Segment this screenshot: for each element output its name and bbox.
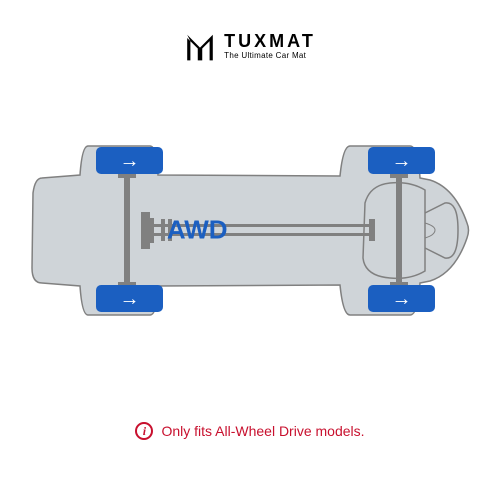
drivetrain-label: AWD [167,215,228,246]
info-icon: i [135,422,153,440]
front-right-wheel: → [96,285,163,312]
front-left-wheel: → [96,147,163,174]
front-axle-end-top [118,174,136,178]
rear-axle [396,174,402,286]
drivetrain-diagram: → → → → AWD [30,125,470,335]
front-axle [124,174,130,286]
coupling-1 [161,219,165,241]
front-diff-top [150,218,154,243]
rear-left-wheel: → [368,147,435,174]
notice-text: Only fits All-Wheel Drive models. [161,423,364,439]
rear-right-wheel: → [368,285,435,312]
rear-diff [369,219,375,241]
brand-tagline: The Ultimate Car Mat [224,52,316,60]
transfer-case [141,212,150,249]
compatibility-notice: i Only fits All-Wheel Drive models. [0,422,500,440]
brand-header: TUXMAT The Ultimate Car Mat [0,0,500,62]
brand-text: TUXMAT The Ultimate Car Mat [224,32,316,60]
rear-axle-end-top [390,174,408,178]
arrow-icon: → [392,151,412,171]
arrow-icon: → [120,151,140,171]
logo-icon [184,30,216,62]
arrow-icon: → [392,289,412,309]
arrow-icon: → [120,289,140,309]
brand-name: TUXMAT [224,32,316,50]
